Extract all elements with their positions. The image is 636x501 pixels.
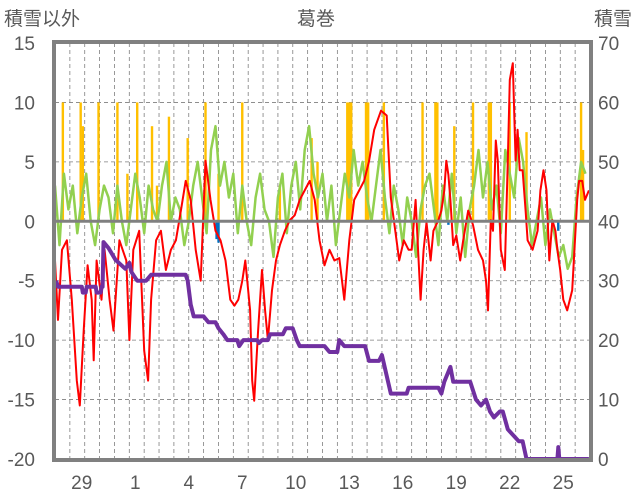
y2-tick-label: 50 [598, 153, 619, 174]
x-tick-label: 1 [130, 473, 141, 494]
y2-tick-label: 30 [598, 272, 619, 293]
orange-bar [508, 102, 511, 222]
orange-bar [278, 185, 282, 222]
x-tick-label: 22 [499, 473, 520, 494]
orange-bar [489, 102, 493, 222]
orange-bar [434, 102, 437, 222]
x-tick-label: 13 [339, 473, 360, 494]
orange-bar [350, 102, 353, 222]
orange-bar [241, 102, 244, 222]
orange-bar [436, 102, 439, 222]
orange-bar [453, 126, 456, 222]
orange-bar [97, 102, 100, 222]
left-axis-title: 積雪以外 [4, 8, 80, 30]
y-tick-label: -5 [18, 272, 35, 293]
orange-bar [487, 102, 491, 222]
orange-bar [471, 102, 475, 222]
right-axis-title: 積雪 [594, 8, 632, 30]
x-tick-label: 4 [183, 473, 194, 494]
orange-bar [310, 138, 313, 222]
chart-title: 葛巻 [297, 8, 335, 30]
y-tick-label: -20 [8, 450, 35, 471]
gridlines [55, 43, 590, 459]
x-tick-label: 29 [71, 473, 92, 494]
orange-bar [155, 185, 159, 222]
orange-bar [81, 126, 85, 222]
x-tick-label: 16 [392, 473, 413, 494]
x-tick-label: 25 [553, 473, 574, 494]
plot-area [53, 62, 590, 461]
y-tick-label: -15 [8, 391, 35, 412]
red-line [54, 62, 590, 407]
y-tick-label: 5 [24, 153, 35, 174]
y2-tick-label: 0 [598, 450, 609, 471]
orange-bar [421, 102, 424, 222]
plot-frame [52, 40, 593, 462]
orange-bar [525, 132, 528, 222]
x-tick-label: 10 [285, 473, 306, 494]
orange-bar [348, 102, 351, 222]
y2-tick-label: 70 [598, 34, 619, 55]
orange-bar [79, 102, 82, 222]
x-tick-label: 19 [446, 473, 467, 494]
orange-bar [346, 102, 349, 222]
orange-bar [116, 102, 119, 222]
orange-bar [150, 126, 154, 222]
orange-bar [61, 102, 65, 222]
orange-bar [186, 138, 189, 222]
y-tick-label: 15 [14, 34, 35, 55]
blue-bar [447, 221, 450, 225]
purple-snow-depth [54, 240, 589, 461]
blue-bar [557, 221, 560, 231]
orange-bar [126, 173, 129, 222]
y2-tick-label: 60 [598, 93, 619, 114]
y2-tick-label: 40 [598, 212, 619, 233]
y-tick-label: 0 [24, 212, 35, 233]
y2-tick-label: 20 [598, 331, 619, 352]
blue-bar [215, 221, 218, 240]
orange-bar [136, 102, 139, 222]
y-tick-label: 10 [14, 93, 35, 114]
y-tick-label: -10 [8, 331, 35, 352]
orange-bar [382, 102, 386, 222]
green-line [53, 124, 587, 271]
orange-bar [217, 173, 220, 222]
orange-bar [364, 102, 368, 222]
y2-tick-label: 10 [598, 391, 619, 412]
blue-bar [217, 221, 220, 243]
x-tick-label: 7 [237, 473, 248, 494]
orange-bar [167, 116, 171, 222]
